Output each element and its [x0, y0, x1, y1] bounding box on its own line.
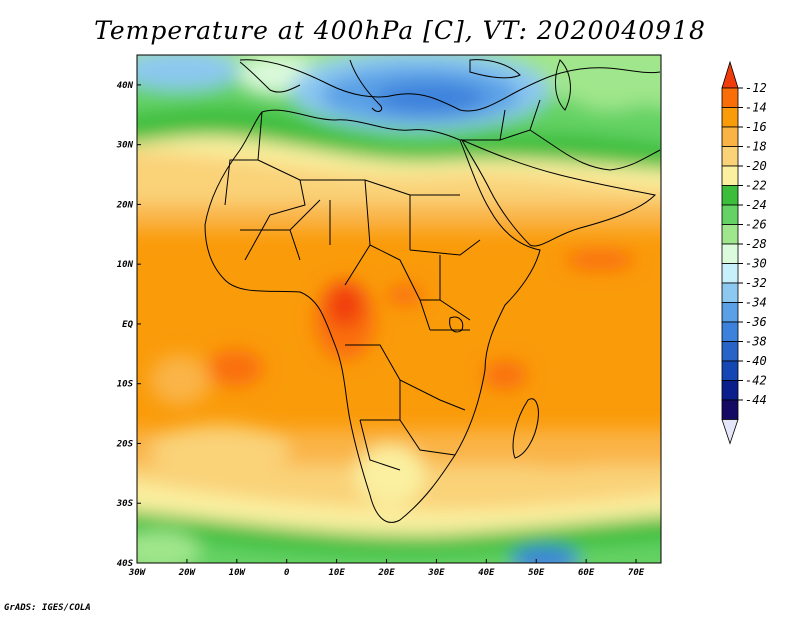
colorbar-label: -16: [745, 120, 767, 134]
colorbar-arrow-top: [721, 60, 739, 89]
colorbar-segment: [721, 107, 739, 128]
colorbar-segment: [721, 243, 739, 264]
colorbar-label: -18: [745, 140, 767, 154]
lon-tick-label: 40E: [478, 568, 495, 578]
lat-tick-label: EQ: [122, 320, 133, 330]
colorbar-segment: [721, 263, 739, 284]
latitude-axis: 40N 30N 20N 10N EQ 10S 20S 30S 40S: [116, 81, 141, 569]
colorbar-segment: [721, 302, 739, 323]
lon-tick-label: 10E: [328, 568, 345, 578]
colorbar-label: -38: [745, 335, 767, 349]
colorbar-segment: [721, 185, 739, 206]
lon-tick-label: 70E: [628, 568, 645, 578]
lon-tick-label: 50E: [528, 568, 545, 578]
colorbar-arrow-bottom: [721, 419, 739, 445]
colorbar-segment: [721, 165, 739, 186]
colorbar-label: -26: [745, 218, 767, 232]
colorbar-segment: [721, 126, 739, 147]
colorbar-label: -32: [745, 276, 767, 290]
lat-tick-label: 40N: [117, 81, 134, 91]
colorbar-segment: [721, 224, 739, 245]
lat-tick-label: 30N: [116, 141, 134, 151]
temperature-field: [137, 55, 661, 563]
lon-tick-label: 20E: [377, 568, 395, 578]
lat-tick-label: 10N: [117, 260, 134, 270]
longitude-axis: 30W 20W 10W 0 10E 20E 30E 40E 50E 60E 70E: [128, 559, 645, 578]
colorbar-label: -14: [745, 101, 767, 115]
lat-tick-label: 40S: [117, 559, 134, 569]
colorbar-label: -24: [745, 198, 767, 212]
lon-tick-label: 30E: [427, 568, 445, 578]
lon-tick-label: 20W: [178, 568, 197, 578]
colorbar-segment: [721, 399, 739, 420]
colorbar-label: -44: [745, 393, 767, 407]
lat-tick-label: 20N: [116, 200, 134, 210]
colorbar-label: -42: [745, 374, 767, 388]
colorbar-label: -30: [745, 257, 767, 271]
lon-tick-label: 60E: [578, 568, 595, 578]
colorbar-label: -12: [745, 81, 767, 95]
colorbar-segment: [721, 321, 739, 342]
lat-tick-label: 10S: [117, 380, 134, 390]
colorbar-label: -28: [745, 237, 767, 251]
lon-tick-label: 30W: [128, 568, 147, 578]
coastlines: [204, 59, 661, 523]
colorbar-label: -36: [745, 315, 767, 329]
colorbar-segment: [721, 146, 739, 167]
lon-tick-label: 0: [284, 568, 290, 578]
colorbar-segment: [721, 87, 739, 108]
colorbar-label: -34: [745, 296, 767, 310]
colorbar-label: -22: [745, 179, 767, 193]
colorbar-segment: [721, 380, 739, 401]
colorbar: -12 -14 -16 -18 -20 -22 -24 -26 -28 -30 -32 -34 -36 -…: [721, 60, 767, 445]
colorbar-segment: [721, 360, 739, 381]
colorbar-label: -20: [745, 159, 767, 173]
lat-tick-label: 30S: [116, 499, 134, 509]
map-frame: [136, 54, 662, 564]
colorbar-label: -40: [745, 354, 767, 368]
colorbar-segment: [721, 204, 739, 225]
map-title: Temperature at 400hPa [C], VT: 202004091…: [94, 16, 706, 45]
colorbar-segment: [721, 282, 739, 303]
lon-tick-label: 10W: [229, 568, 247, 578]
lat-tick-label: 20S: [116, 439, 134, 449]
colorbar-segment: [721, 341, 739, 362]
credit-text: GrADS: IGES/COLA: [4, 603, 91, 613]
